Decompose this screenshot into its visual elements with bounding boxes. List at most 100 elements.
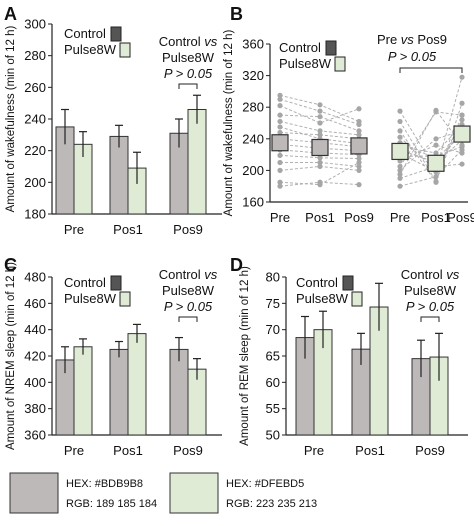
y-tick-label: 240 xyxy=(242,131,264,146)
legend-label-control: Control xyxy=(64,26,106,41)
bar-control xyxy=(109,135,129,215)
subject-line xyxy=(399,144,463,162)
legend-label-pulse: Pulse8W xyxy=(279,56,332,71)
legend-swatch-control xyxy=(110,275,122,291)
mean-marker-pulse xyxy=(453,125,471,143)
y-tick-label: 200 xyxy=(242,163,264,178)
x-tick-label: Pos1 xyxy=(355,443,385,458)
y-axis-label: Amount of wakefulness (min of 12 h) xyxy=(5,26,17,213)
annotation-pvalue: P > 0.05 xyxy=(388,49,437,64)
panel-letter-c: C xyxy=(4,255,17,275)
annotation-comparison: Control vs xyxy=(159,34,218,49)
annotation-pvalue: P > 0.05 xyxy=(164,66,213,81)
y-tick-label: 280 xyxy=(242,100,264,115)
y-tick-label: 220 xyxy=(24,143,46,158)
y-axis-label: Amount of REM sleep (min of 12 h) xyxy=(239,266,251,446)
swatch-key: HEX: #BDB9B8 RGB: 189 185 184 HEX: #DFEB… xyxy=(9,472,317,514)
subject-point xyxy=(433,174,439,180)
panel-d-chart: 50 55 60 65 70 75 80 Pre Pos1 Pos9 Amount of REM s… xyxy=(239,266,468,458)
x-tick-label: Pos1 xyxy=(113,222,143,237)
subject-point xyxy=(459,117,465,123)
subject-point xyxy=(277,179,283,185)
legend-swatch-pulse xyxy=(351,291,363,307)
subject-point xyxy=(397,175,403,181)
legend-swatch-control xyxy=(110,26,122,42)
panel-letter-d: D xyxy=(230,255,243,275)
subject-line xyxy=(399,109,463,175)
significance-bracket xyxy=(178,316,198,322)
subject-point xyxy=(277,92,283,98)
subject-point xyxy=(277,152,283,158)
y-axis-label: Amount of wakefulness (min of 12 h) xyxy=(223,30,235,217)
subject-point xyxy=(459,142,465,148)
y-tick-label: 200 xyxy=(24,175,46,190)
annotation-comparison: Control vs xyxy=(159,267,218,282)
subject-point xyxy=(433,142,439,148)
y-tick-label: 160 xyxy=(242,195,264,210)
mean-marker-pulse xyxy=(427,154,445,172)
bar-pulse xyxy=(187,109,207,215)
subject-point xyxy=(277,167,283,173)
legend-swatch-control xyxy=(325,40,337,56)
subject-point xyxy=(277,103,283,109)
annotation-comparison-line2: Pulse8W xyxy=(162,50,215,65)
subject-point xyxy=(397,171,403,177)
subject-point xyxy=(277,118,283,125)
legend-swatch-control xyxy=(342,275,354,291)
x-tick-label: Pre xyxy=(304,443,324,458)
y-tick-label: 440 xyxy=(24,322,46,337)
subject-line xyxy=(399,139,463,164)
mean-marker-pulse xyxy=(391,142,409,161)
y-tick-label: 300 xyxy=(24,17,46,32)
subject-point xyxy=(356,121,362,128)
subject-point xyxy=(277,112,283,118)
legend-swatch-pulse xyxy=(334,56,346,72)
legend-label-pulse: Pulse8W xyxy=(64,42,117,57)
subject-point xyxy=(459,147,465,153)
y-tick-label: 480 xyxy=(24,270,46,285)
swatch-pulse-hex: HEX: #DFEBD5 xyxy=(226,478,304,490)
subject-point xyxy=(356,128,362,134)
significance-bracket xyxy=(178,83,198,89)
annotation-comparison: Pre vs Pos9 xyxy=(377,32,447,47)
subject-point xyxy=(317,132,323,138)
subject-point xyxy=(317,155,323,161)
x-tick-label: Pos9 xyxy=(173,443,203,458)
subject-point xyxy=(356,167,362,173)
subject-line xyxy=(279,105,360,124)
y-tick-label: 380 xyxy=(24,401,46,416)
bar-pulse xyxy=(127,333,147,436)
mean-marker-control xyxy=(271,134,289,152)
swatch-pulse-rgb: RGB: 223 235 213 xyxy=(226,498,317,510)
annotation-pvalue: P > 0.05 xyxy=(406,299,455,314)
subject-point xyxy=(459,161,465,167)
y-tick-label: 65 xyxy=(266,349,280,364)
bar-control xyxy=(109,348,129,436)
panel-c-chart: 360 380 400 420 440 460 480 Pre Pos1 Pos9 Amount o… xyxy=(5,262,222,458)
y-tick-label: 240 xyxy=(24,112,46,127)
swatch-control-rgb: RGB: 189 185 184 xyxy=(66,498,157,510)
subject-point xyxy=(277,159,283,166)
panel-a-chart: 180 200 220 240 260 280 300 Pre Pos1 Pos9 Amount o… xyxy=(5,17,222,237)
subject-point xyxy=(433,179,439,185)
legend-swatch-pulse xyxy=(119,291,131,307)
subject-point xyxy=(317,120,323,126)
bar-control xyxy=(169,348,189,436)
subject-point xyxy=(397,134,403,140)
mean-marker-control xyxy=(350,137,368,155)
subject-point xyxy=(433,107,439,113)
subject-point xyxy=(317,159,323,166)
x-tick-label: Pre xyxy=(64,222,84,237)
y-tick-label: 460 xyxy=(24,296,46,311)
legend-label-control: Control xyxy=(279,40,321,55)
x-tick-label: Pre xyxy=(270,210,290,225)
y-tick-label: 70 xyxy=(266,322,280,337)
subject-point xyxy=(459,112,465,118)
subject-point xyxy=(397,118,403,125)
annotation-pvalue: P > 0.05 xyxy=(164,299,213,314)
subject-point xyxy=(277,96,283,102)
y-tick-label: 180 xyxy=(24,207,46,222)
x-tick-label: Pos9 xyxy=(447,210,474,225)
subject-point xyxy=(356,163,362,170)
